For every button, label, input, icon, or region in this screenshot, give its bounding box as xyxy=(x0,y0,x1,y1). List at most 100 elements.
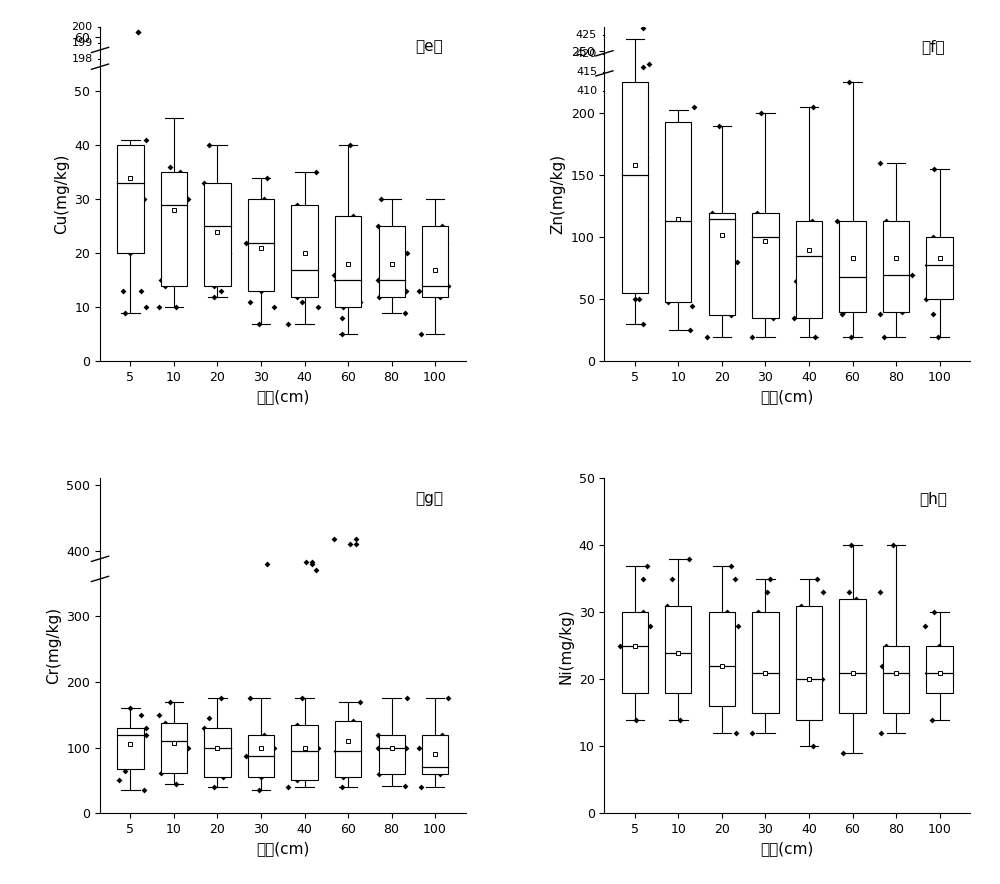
Bar xyxy=(752,212,779,318)
Point xyxy=(635,606,651,620)
X-axis label: 深度(cm): 深度(cm) xyxy=(761,842,814,857)
Point xyxy=(837,274,853,288)
Point xyxy=(398,741,414,755)
Point xyxy=(893,248,909,263)
Point xyxy=(411,741,427,755)
Point xyxy=(133,708,149,722)
Point xyxy=(308,563,324,577)
Point xyxy=(926,606,942,620)
Point xyxy=(919,257,935,271)
Point xyxy=(854,666,870,680)
Point xyxy=(873,726,889,740)
Point xyxy=(627,293,643,307)
Point xyxy=(638,211,654,225)
Point xyxy=(664,572,680,586)
Point xyxy=(424,278,440,293)
Point xyxy=(238,235,254,249)
Point xyxy=(342,138,358,152)
Point xyxy=(767,666,783,680)
Point xyxy=(805,100,821,114)
Bar xyxy=(291,725,318,781)
Point xyxy=(438,235,454,249)
Text: （h）: （h） xyxy=(920,492,947,506)
Point xyxy=(729,255,745,270)
Point xyxy=(253,770,269,784)
Text: （g）: （g） xyxy=(415,492,443,506)
Text: 420: 420 xyxy=(576,49,597,59)
Point xyxy=(795,619,811,633)
Point xyxy=(413,327,429,341)
Point xyxy=(705,230,721,244)
Point xyxy=(180,192,196,206)
Point xyxy=(253,284,269,298)
Point xyxy=(242,295,258,309)
Point xyxy=(251,263,267,277)
Point xyxy=(303,754,319,768)
Point xyxy=(342,537,358,552)
Text: （e）: （e） xyxy=(415,39,443,54)
Bar xyxy=(161,172,187,286)
Point xyxy=(122,247,138,261)
Point xyxy=(168,301,184,315)
Point xyxy=(133,160,149,174)
Point xyxy=(370,273,386,287)
Y-axis label: Zn(mg/kg): Zn(mg/kg) xyxy=(550,154,565,234)
Point xyxy=(872,585,888,599)
Point xyxy=(843,330,859,344)
Point xyxy=(749,205,765,219)
Point xyxy=(674,255,690,270)
Bar xyxy=(839,599,866,713)
Point xyxy=(710,659,726,673)
Point xyxy=(759,585,775,599)
Point xyxy=(151,708,167,722)
Point xyxy=(934,274,950,288)
Bar xyxy=(709,212,735,316)
Text: 410: 410 xyxy=(576,86,597,96)
Point xyxy=(280,316,296,331)
Point xyxy=(289,198,305,212)
Point xyxy=(788,274,804,288)
Point xyxy=(440,278,456,293)
Point xyxy=(286,743,302,758)
Point xyxy=(213,691,229,705)
Point xyxy=(659,598,675,613)
Point xyxy=(180,741,196,755)
Point xyxy=(334,780,350,794)
Point xyxy=(804,214,820,228)
Point xyxy=(399,247,415,261)
Point xyxy=(839,270,855,284)
Point xyxy=(215,219,231,233)
Point xyxy=(918,293,934,307)
Point xyxy=(326,532,342,546)
Point xyxy=(328,743,344,758)
Point xyxy=(681,552,697,566)
Bar xyxy=(622,613,648,693)
Point xyxy=(684,299,700,313)
Point xyxy=(345,714,361,728)
Point xyxy=(399,691,415,705)
Point xyxy=(294,295,310,309)
Point xyxy=(251,316,267,331)
Point xyxy=(259,171,275,185)
Point xyxy=(765,311,781,325)
Bar xyxy=(926,646,953,693)
Point xyxy=(628,713,644,727)
Point xyxy=(138,720,154,735)
Point xyxy=(397,306,413,320)
Point xyxy=(635,317,651,332)
Point xyxy=(266,741,282,755)
Point xyxy=(744,726,760,740)
Point xyxy=(130,25,146,39)
Point xyxy=(635,60,651,74)
Point xyxy=(750,606,766,620)
Point xyxy=(806,248,822,263)
Point xyxy=(805,739,821,753)
X-axis label: 深度(cm): 深度(cm) xyxy=(256,842,309,857)
Point xyxy=(878,214,894,228)
Point xyxy=(894,305,910,319)
X-axis label: 深度(cm): 深度(cm) xyxy=(256,390,309,405)
Point xyxy=(213,284,229,298)
Point xyxy=(720,211,736,225)
Point xyxy=(395,754,411,768)
Y-axis label: Cr(mg/kg): Cr(mg/kg) xyxy=(46,607,61,684)
